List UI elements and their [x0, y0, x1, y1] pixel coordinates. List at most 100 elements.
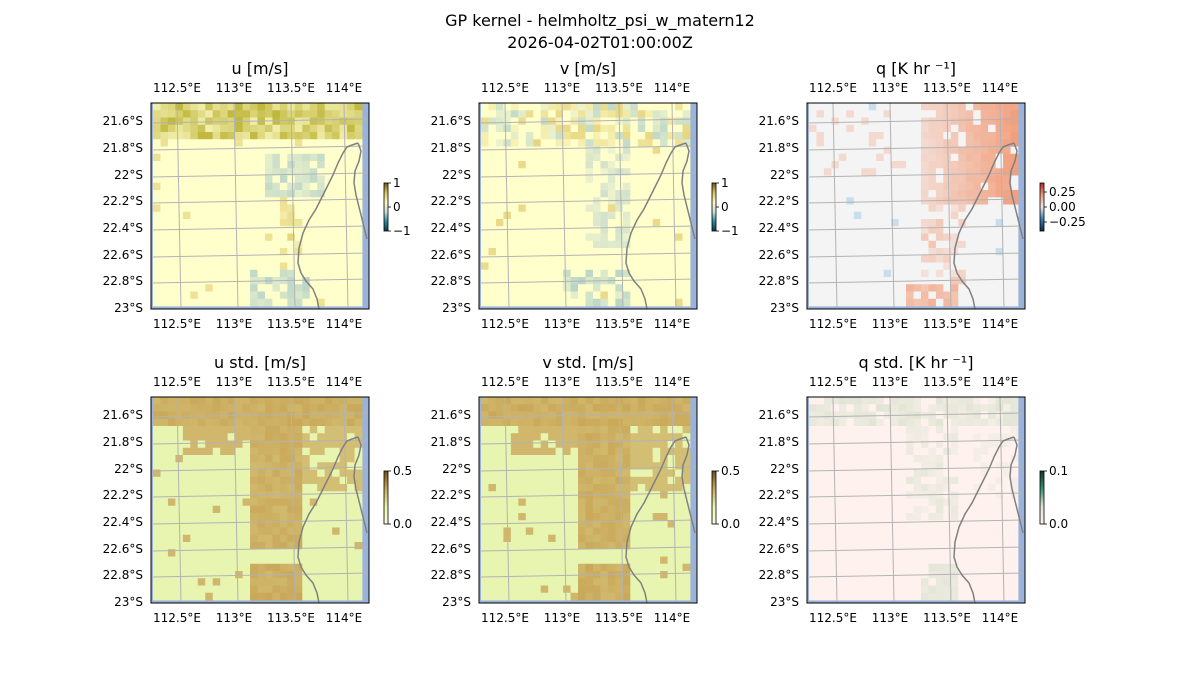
heatmap-cell: [891, 190, 899, 198]
heatmap-cell: [622, 219, 631, 227]
heatmap-cell: [1003, 491, 1011, 499]
heatmap-cell: [1010, 204, 1019, 213]
heatmap-cell: [906, 255, 914, 263]
heatmap-cell: [928, 411, 937, 420]
heatmap-cell: [317, 168, 326, 176]
heatmap-cell: [264, 298, 273, 307]
heatmap-cell: [853, 527, 862, 536]
heatmap-cell: [548, 418, 557, 427]
heatmap-cell: [600, 248, 609, 256]
heatmap-cell: [675, 455, 683, 463]
heatmap-cell: [347, 418, 355, 427]
heatmap-cell: [675, 462, 683, 470]
heatmap-cell: [510, 484, 519, 492]
heatmap-cell: [518, 262, 527, 271]
heatmap-cell: [264, 578, 273, 586]
heatmap-cell: [988, 469, 996, 478]
heatmap-cell: [525, 433, 534, 441]
panel-frame: [478, 102, 698, 310]
heatmap-cell: [317, 211, 326, 220]
heatmap-cell: [182, 447, 191, 456]
heatmap-cell: [838, 469, 847, 478]
heatmap-cell: [607, 117, 616, 126]
heatmap-cell: [212, 513, 221, 521]
heatmap-cell: [525, 447, 534, 456]
heatmap-cell: [920, 161, 929, 169]
heatmap-cell: [302, 204, 311, 213]
heatmap-cell: [570, 498, 579, 507]
heatmap-cell: [943, 190, 952, 198]
heatmap-cell: [846, 262, 855, 271]
heatmap-cell: [630, 182, 639, 191]
heatmap-cell: [570, 190, 579, 198]
lat-tick-label: 22.2°S: [759, 488, 799, 502]
gridline-lat: [807, 252, 1025, 258]
heatmap-cell: [1010, 418, 1019, 427]
heatmap-cell: [660, 269, 668, 278]
heatmap-cell: [988, 426, 996, 434]
heatmap-cell: [197, 248, 206, 256]
heatmap-cell: [510, 139, 519, 147]
heatmap-cell: [503, 298, 512, 307]
heatmap-cell: [525, 491, 534, 499]
heatmap-cell: [182, 124, 191, 133]
heatmap-cell: [868, 284, 877, 292]
heatmap-cell: [868, 440, 877, 449]
heatmap-cell: [958, 433, 967, 441]
heatmap-cell: [816, 527, 825, 536]
heatmap-cell: [861, 433, 870, 441]
heatmap-cell: [682, 219, 691, 227]
heatmap-cell: [965, 534, 974, 543]
heatmap-cell: [324, 433, 333, 441]
heatmap-cell: [309, 139, 318, 147]
heatmap-cell: [548, 226, 557, 234]
heatmap-cell: [853, 298, 862, 307]
heatmap-cell: [242, 484, 251, 492]
heatmap-cell: [988, 578, 996, 586]
heatmap-cell: [868, 291, 877, 300]
heatmap-cell: [645, 549, 654, 557]
heatmap-cell: [354, 298, 363, 307]
heatmap-cell: [555, 291, 564, 300]
heatmap-cell: [928, 146, 937, 155]
heatmap-cell: [980, 433, 989, 441]
heatmap-cell: [868, 476, 877, 485]
heatmap-cell: [585, 248, 594, 256]
heatmap-cell: [190, 255, 199, 263]
heatmap-cell: [563, 269, 571, 278]
heatmap-cell: [287, 578, 296, 586]
heatmap-cell: [652, 505, 661, 514]
heatmap-cell: [257, 190, 266, 198]
heatmap-cell: [235, 219, 243, 227]
heatmap-cell: [332, 153, 340, 162]
heatmap-cell: [660, 219, 668, 227]
heatmap-cell: [660, 462, 668, 470]
heatmap-cell: [302, 563, 311, 572]
heatmap-cell: [838, 447, 847, 456]
heatmap-cell: [660, 397, 668, 405]
heatmap-cell: [190, 139, 199, 147]
heatmap-cell: [294, 484, 303, 492]
heatmap-cell: [861, 226, 870, 234]
heatmap-cell: [995, 233, 1004, 242]
heatmap-cell: [920, 440, 929, 449]
heatmap-cell: [495, 527, 504, 536]
heatmap-cell: [943, 498, 952, 507]
heatmap-cell: [264, 455, 273, 463]
heatmap-cell: [891, 585, 899, 594]
heatmap-cell: [235, 103, 243, 111]
heatmap-cell: [481, 404, 489, 412]
heatmap-cell: [294, 153, 303, 162]
heatmap-cell: [607, 175, 616, 184]
heatmap-cell: [950, 175, 959, 184]
heatmap-cell: [495, 585, 504, 594]
heatmap-cell: [175, 175, 184, 184]
heatmap-cell: [578, 298, 586, 307]
heatmap-cell: [570, 161, 579, 169]
heatmap-cell: [868, 592, 877, 601]
heatmap-cell: [958, 549, 967, 557]
heatmap-cell: [555, 110, 564, 118]
heatmap-cell: [227, 298, 236, 307]
heatmap-cell: [622, 491, 631, 499]
heatmap-cell: [257, 211, 266, 220]
